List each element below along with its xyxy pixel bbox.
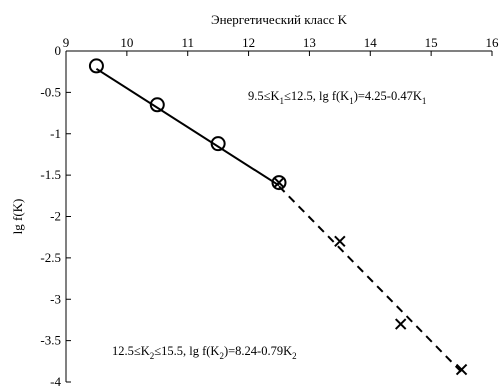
y-tick-label: -3 bbox=[50, 291, 61, 306]
equation-text: ≤12.5, lg f(K bbox=[284, 89, 349, 103]
series-2-fit-line bbox=[278, 185, 463, 373]
x-tick-label: 16 bbox=[486, 35, 500, 50]
y-tick-label: -1.5 bbox=[40, 167, 61, 182]
x-marker-stroke bbox=[395, 318, 407, 330]
subscript: 1 bbox=[349, 96, 354, 106]
equation-text: ≤15.5, lg f(K bbox=[154, 344, 219, 358]
series-2-point bbox=[395, 318, 407, 330]
y-tick-label: -2.5 bbox=[40, 250, 61, 265]
subscript: 1 bbox=[422, 96, 427, 106]
series-1-fit-line bbox=[95, 67, 280, 187]
x-tick-label: 15 bbox=[425, 35, 438, 50]
x-marker-stroke bbox=[455, 363, 468, 376]
equation-annotation-2: 12.5≤K2≤15.5, lg f(K2)=8.24-0.79K2 bbox=[112, 344, 297, 361]
x-marker-stroke bbox=[334, 235, 346, 248]
x-tick-label: 9 bbox=[63, 35, 70, 50]
y-tick-label: -4 bbox=[50, 374, 61, 387]
y-tick-label: -2 bbox=[50, 209, 61, 224]
equation-text: )=4.25-0.47K bbox=[354, 89, 422, 103]
series-markers bbox=[88, 58, 468, 376]
series-1-point bbox=[210, 136, 226, 152]
series-2-point bbox=[455, 363, 468, 376]
equation-text: )=8.24-0.79K bbox=[224, 344, 292, 358]
subscript: 1 bbox=[280, 96, 285, 106]
y-tick-label: -1 bbox=[50, 126, 61, 141]
series-1-point bbox=[149, 97, 165, 113]
subscript: 2 bbox=[219, 351, 224, 361]
subscript: 2 bbox=[150, 351, 155, 361]
series-1-point bbox=[88, 58, 104, 74]
x-tick-label: 12 bbox=[242, 35, 255, 50]
x-tick-label: 13 bbox=[303, 35, 316, 50]
y-tick-label: 0 bbox=[55, 43, 62, 58]
equation-annotation-1: 9.5≤K1≤12.5, lg f(K1)=4.25-0.47K1 bbox=[248, 89, 426, 106]
equation-text: 9.5≤K bbox=[248, 89, 280, 103]
y-tick-label: -3.5 bbox=[40, 333, 61, 348]
equation-text: 12.5≤K bbox=[112, 344, 150, 358]
series-2-point bbox=[273, 176, 285, 189]
series-2-point bbox=[334, 235, 346, 248]
y-tick-label: -0.5 bbox=[40, 84, 61, 99]
ticks: 9 10 11 12 13 14 15 160-0.5-1-1.5-2-2.5-3-3.5-4 bbox=[40, 35, 499, 387]
y-axis-title: lg f(K) bbox=[10, 199, 25, 235]
x-tick-label: 10 bbox=[120, 35, 133, 50]
x-tick-label: 11 bbox=[181, 35, 194, 50]
series-1-point bbox=[271, 175, 287, 191]
x-marker-stroke bbox=[273, 176, 285, 189]
x-tick-label: 14 bbox=[364, 35, 378, 50]
series-lines bbox=[95, 67, 463, 373]
x-axis-title: Энергетический класс K bbox=[211, 12, 348, 27]
subscript: 2 bbox=[292, 351, 297, 361]
